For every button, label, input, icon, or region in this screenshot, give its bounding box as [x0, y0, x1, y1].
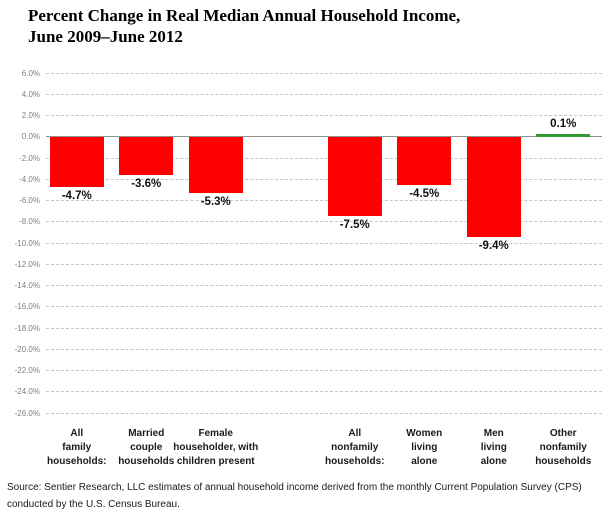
category-label: Other nonfamily households: [511, 427, 610, 469]
category-label-line: Women: [406, 428, 443, 439]
gridline: [46, 93, 602, 95]
category-label-line: householder, with: [173, 442, 259, 453]
category-label-line: households: [535, 456, 592, 467]
category-label: All nonfamily households:: [303, 427, 407, 469]
category-label: Female householder, with children present: [164, 427, 268, 469]
category-label-line: nonfamily: [539, 442, 587, 453]
category-label: Married couple households: [94, 427, 198, 469]
chart-title-line-1: Percent Change in Real Median Annual Hou…: [28, 6, 461, 25]
bar-value-label: -5.3%: [200, 196, 231, 209]
y-axis-tick-label: -6.0%: [19, 196, 40, 205]
y-axis-tick-label: 0.0%: [21, 132, 40, 142]
y-axis-tick-label: -4.0%: [19, 174, 40, 184]
zero-axis-line: [46, 136, 602, 138]
chart-title: Percent Change in Real Median Annual Hou…: [28, 5, 460, 47]
gridline: [46, 157, 602, 159]
source-note-line-1: Source: Sentier Research, LLC estimates …: [7, 482, 582, 493]
y-axis-tick-label: -2.0%: [19, 153, 40, 163]
category-label-line: All: [348, 428, 362, 439]
category-label-line: All: [70, 428, 84, 439]
gridline: [46, 306, 602, 308]
category-label-line: children present: [176, 456, 255, 467]
gridline: [46, 200, 602, 201]
bar: [119, 136, 174, 175]
category-label-line: alone: [480, 456, 507, 467]
gridline: [46, 348, 602, 350]
y-axis-tick-label: -12.0%: [14, 259, 40, 269]
bar-value-label: 0.1%: [550, 118, 577, 131]
gridline: [46, 327, 602, 329]
category-label-line: households:: [47, 456, 107, 467]
gridline: [46, 242, 602, 244]
category-label-line: living: [411, 442, 438, 453]
y-axis-tick-label: -18.0%: [14, 323, 40, 333]
gridline: [46, 263, 602, 265]
category-label-line: family: [62, 442, 92, 453]
gridline: [46, 221, 602, 223]
y-axis-tick-label: 2.0%: [21, 111, 40, 120]
bar: [466, 136, 521, 237]
bar-value-label: -4.5%: [409, 187, 440, 200]
y-axis-tick-label: -20.0%: [14, 344, 40, 354]
category-label-line: living: [480, 442, 507, 453]
source-note-line-2: conducted by the U.S. Census Bureau.: [7, 499, 180, 510]
gridline: [46, 72, 602, 74]
y-axis-tick-label: -10.0%: [14, 238, 40, 248]
category-label-line: households: [118, 456, 175, 467]
y-axis-tick-label: -24.0%: [14, 387, 40, 397]
category-label-line: couple: [130, 442, 163, 453]
gridline: [46, 285, 602, 286]
category-label: Women living alone: [372, 427, 476, 469]
category-label-line: households:: [325, 456, 385, 467]
y-axis-tick-label: 6.0%: [21, 68, 40, 78]
bar: [397, 136, 452, 185]
category-label-line: Men: [483, 428, 504, 439]
gridline: [46, 391, 602, 393]
y-axis-tick-label: 4.0%: [21, 89, 40, 99]
y-axis-tick-label: -26.0%: [14, 408, 40, 418]
category-label-line: alone: [411, 456, 438, 467]
y-axis-tick-label: -14.0%: [14, 281, 40, 290]
bar: [327, 136, 382, 217]
bar: [49, 136, 104, 187]
bar-value-label: -7.5%: [339, 219, 370, 232]
category-label: Men living alone: [442, 427, 546, 469]
category-label-line: nonfamily: [331, 442, 379, 453]
category-label-line: Female: [198, 428, 233, 439]
category-label-line: Other: [549, 428, 577, 439]
y-axis-tick-label: -8.0%: [19, 217, 40, 227]
source-note: Source: Sentier Research, LLC estimates …: [7, 479, 605, 513]
y-axis-tick-label: -22.0%: [14, 366, 40, 375]
chart-title-line-2: June 2009–June 2012: [28, 27, 183, 46]
gridline: [46, 115, 602, 116]
category-label-line: Married: [128, 428, 165, 439]
y-axis-tick-label: -16.0%: [14, 302, 40, 312]
bar: [188, 136, 243, 194]
gridline: [46, 370, 602, 371]
gridline: [46, 178, 602, 180]
bar-value-label: -3.6%: [131, 178, 162, 190]
bar: [536, 134, 591, 137]
gridline: [46, 412, 602, 414]
category-label: All family households:: [25, 427, 129, 469]
bar-value-label: -9.4%: [478, 239, 509, 252]
bar-value-label: -4.7%: [61, 189, 92, 202]
